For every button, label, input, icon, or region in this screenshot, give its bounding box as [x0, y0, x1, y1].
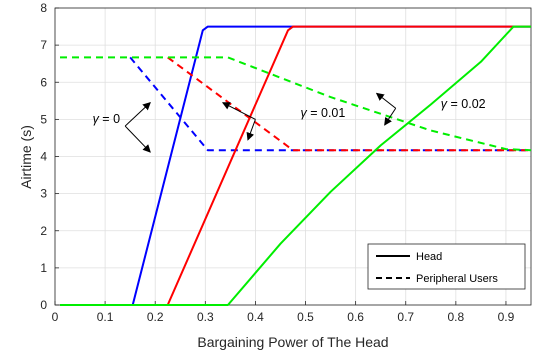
annotation-arrow-gamma-0 [124, 101, 151, 127]
y-tick-label: 3 [40, 187, 47, 201]
y-tick-label: 4 [40, 150, 47, 164]
x-tick-label: 0.7 [397, 310, 414, 324]
legend-box [367, 243, 526, 290]
y-tick-label: 5 [40, 112, 47, 126]
series-lines [60, 25, 532, 306]
annotation-arrow-gamma-0-01 [246, 119, 256, 141]
annotation-symbol: γ [441, 97, 448, 111]
x-tick-label: 0.1 [97, 310, 114, 324]
x-tick-label: 0.8 [447, 310, 464, 324]
annotation-value: = 0 [99, 112, 120, 126]
annotation-gamma-0-01: γ = 0.01 [301, 106, 346, 120]
y-tick-label: 8 [40, 1, 47, 15]
x-tick-label: 0.5 [297, 310, 314, 324]
annotation-arrow-gamma-0 [124, 125, 151, 153]
legend-label-head: Head [416, 251, 442, 263]
x-tick-label: 0.2 [147, 310, 164, 324]
legend-label-peripheral: Peripheral Users [416, 273, 498, 285]
y-tick-label: 2 [40, 224, 47, 238]
annotation-gamma-0: γ = 0 [93, 112, 120, 126]
annotation-gamma-0-02: γ = 0.02 [441, 97, 486, 111]
y-tick-label: 7 [40, 38, 47, 52]
series-line-peripheral-gamma-0-02 [60, 56, 532, 152]
y-tick-label: 6 [40, 75, 47, 89]
x-tick-label: 0.3 [197, 310, 214, 324]
annotation-arrow-gamma-0-02 [375, 92, 397, 109]
series-line-head-gamma-0-02 [60, 25, 531, 306]
x-tick-label: 0.6 [347, 310, 364, 324]
x-tick-label: 0.4 [247, 310, 264, 324]
annotation-symbol: γ [93, 112, 100, 126]
series-line-peripheral-gamma-0 [129, 56, 531, 152]
x-axis-label: Bargaining Power of The Head [197, 334, 388, 350]
series-line-peripheral-gamma-0-01 [167, 56, 531, 152]
annotation-symbol: γ [301, 106, 308, 120]
annotation-arrow-gamma-0-02 [384, 107, 397, 126]
y-tick-label: 0 [40, 298, 47, 312]
x-tick-label: 0 [52, 310, 59, 324]
x-tick-label: 0.9 [498, 310, 515, 324]
annotation-value: = 0.02 [447, 97, 486, 111]
annotation-value: = 0.01 [307, 106, 346, 120]
y-tick-label: 1 [40, 261, 47, 275]
legend: Head Peripheral Users [367, 243, 526, 290]
y-axis-label: Airtime (s) [18, 125, 34, 189]
axis-ticks: 0 0.1 0.2 0.3 0.4 0.5 0.6 0.7 0.8 0.9 0 1 2 3 4 5 6 7 8 [40, 1, 514, 324]
annotation-arrow-gamma-0-01 [221, 102, 256, 120]
